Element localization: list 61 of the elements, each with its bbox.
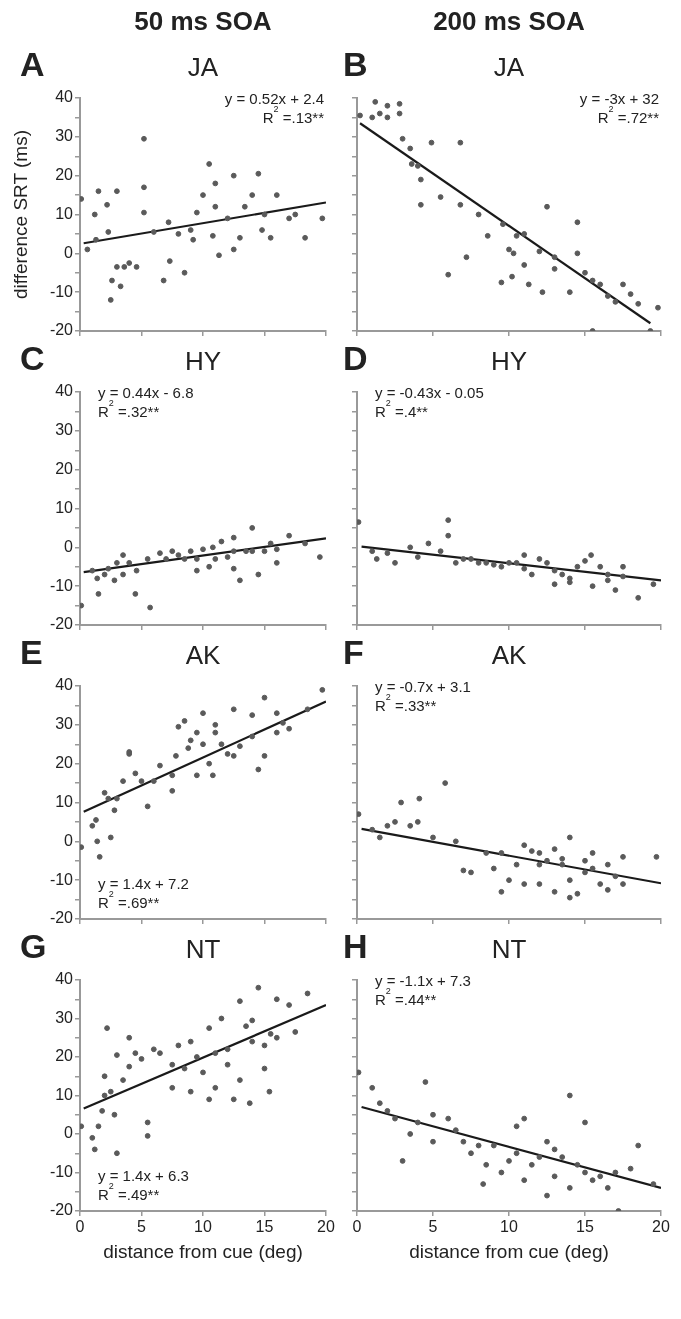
- y-tick-label: -10: [49, 870, 74, 888]
- x-tick-label: 0: [75, 1218, 85, 1236]
- x-tick-label: 20: [652, 1218, 670, 1236]
- y-tick-label: 10: [55, 498, 74, 516]
- y-tick-label: -20: [49, 1201, 74, 1219]
- chart-subtitle: AK: [185, 640, 221, 671]
- x-tick-label: 20: [317, 1218, 335, 1236]
- y-tick-label: 0: [64, 537, 74, 555]
- y-tick-label: 10: [55, 1085, 74, 1103]
- annotation: y = 0.52x + 2.4: [224, 89, 325, 107]
- y-tick-label: -20: [49, 615, 74, 633]
- y-tick-label: -10: [49, 282, 74, 300]
- x-tick-label: 10: [500, 1218, 518, 1236]
- chart-subtitle: HY: [490, 346, 528, 377]
- y-tick-label: 0: [64, 831, 74, 849]
- y-tick-label: 40: [55, 676, 74, 694]
- x-tick-label: 0: [352, 1218, 362, 1236]
- text: H: [343, 927, 368, 966]
- y-tick-label: 30: [55, 715, 74, 733]
- text: A: [20, 45, 45, 84]
- y-tick-label: 20: [55, 1047, 74, 1065]
- x-tick-label: 15: [576, 1218, 594, 1236]
- y-tick-label: 20: [55, 460, 74, 478]
- x-axis-title: distance from cue (deg): [103, 1240, 303, 1262]
- chart-subtitle: JA: [493, 52, 525, 83]
- x-tick-label: 5: [428, 1218, 438, 1236]
- y-tick-label: 0: [64, 1124, 74, 1142]
- y-tick-label: 40: [55, 970, 74, 988]
- chart-title: 200 ms SOA: [433, 6, 586, 37]
- y-tick-label: 30: [55, 127, 74, 145]
- x-tick-label: 5: [137, 1218, 147, 1236]
- x-tick-label: 15: [255, 1218, 274, 1236]
- annotation: y = -3x + 32: [579, 89, 660, 107]
- chart-subtitle: JA: [187, 52, 219, 83]
- y-tick-label: -20: [49, 909, 74, 927]
- y-tick-label: 40: [55, 88, 74, 106]
- chart-subtitle: NT: [491, 934, 527, 965]
- y-tick-label: 0: [64, 243, 74, 261]
- y-tick-label: 20: [55, 166, 74, 184]
- y-tick-label: 20: [55, 754, 74, 772]
- chart-title: 50 ms SOA: [134, 6, 272, 37]
- y-tick-label: 30: [55, 1008, 74, 1026]
- chart-subtitle: HY: [184, 346, 222, 377]
- y-tick-label: 40: [55, 382, 74, 400]
- text: F: [343, 633, 364, 672]
- y-tick-label: -10: [49, 1162, 74, 1180]
- y-tick-label: 30: [55, 421, 74, 439]
- chart-subtitle: NT: [185, 934, 221, 965]
- text: E: [20, 633, 43, 672]
- y-tick-label: 10: [55, 204, 74, 222]
- y-tick-label: -20: [49, 321, 74, 339]
- text: D: [343, 339, 368, 378]
- y-tick-label: -10: [49, 576, 74, 594]
- chart-subtitle: AK: [491, 640, 527, 671]
- text: G: [20, 927, 47, 966]
- text: C: [20, 339, 45, 378]
- x-axis-title: distance from cue (deg): [409, 1240, 609, 1262]
- x-tick-label: 10: [194, 1218, 212, 1236]
- y-axis-title: difference SRT (ms): [9, 130, 31, 299]
- y-tick-label: 10: [55, 792, 74, 810]
- text: B: [343, 45, 368, 84]
